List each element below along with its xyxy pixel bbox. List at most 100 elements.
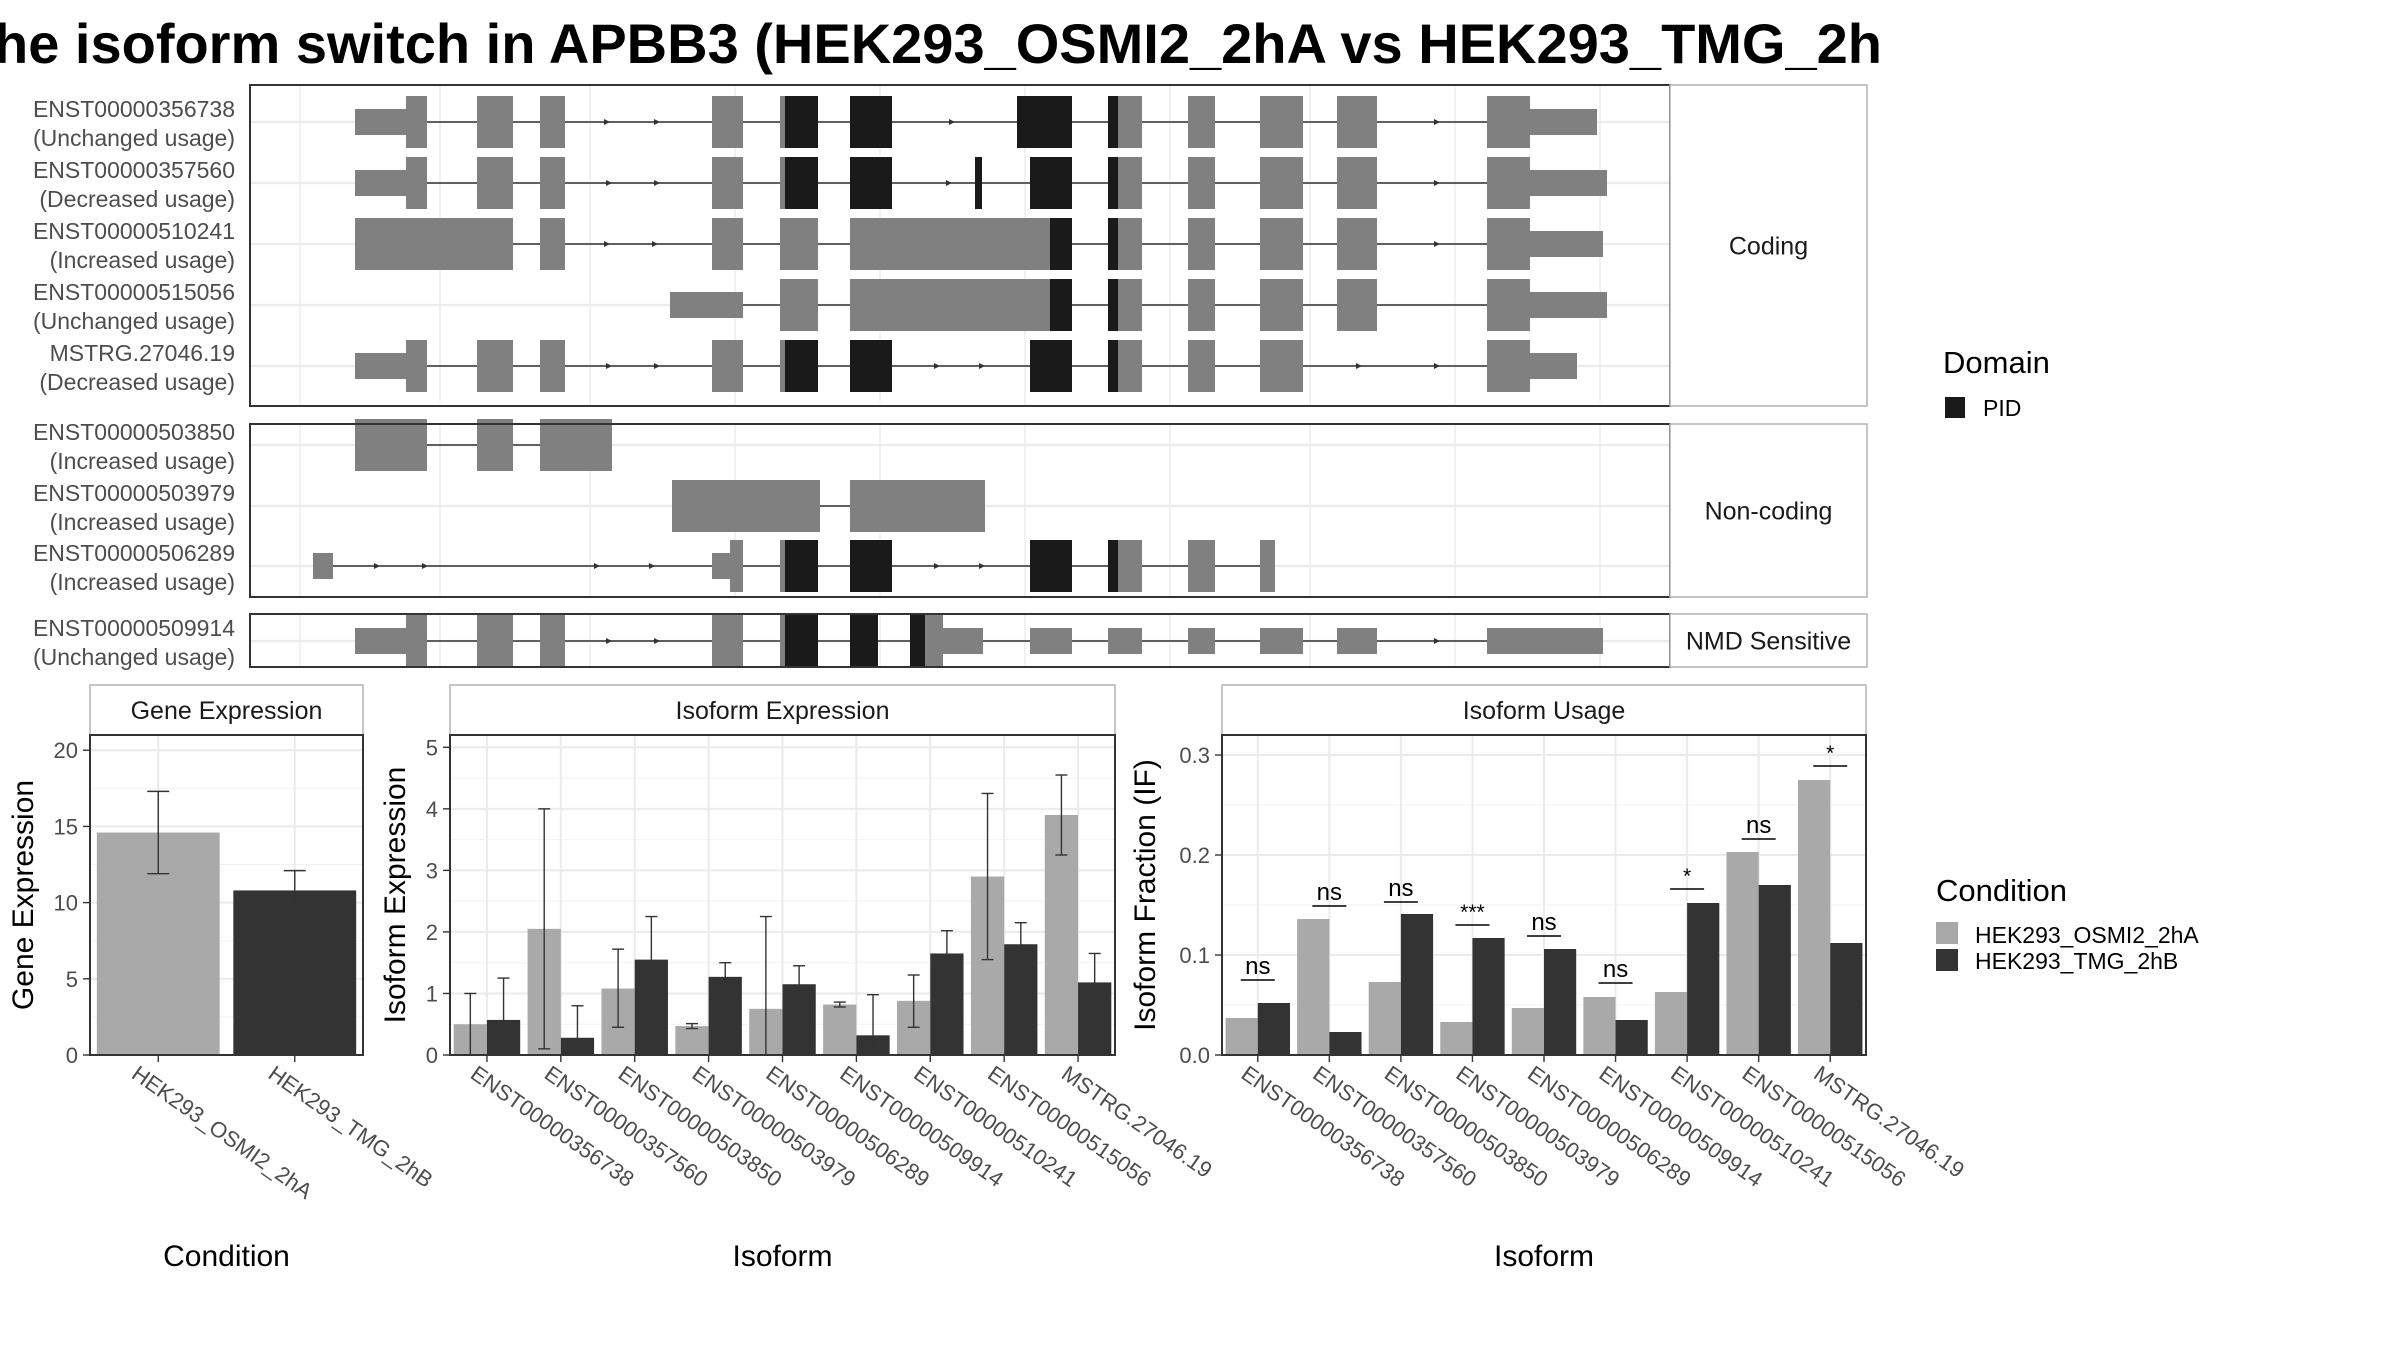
y-tick-label: 10: [54, 891, 78, 916]
strand-arrow: [652, 241, 658, 247]
bar: [1798, 780, 1831, 1055]
pid-domain: [1030, 340, 1072, 392]
exon: [1337, 157, 1377, 209]
bar: [1297, 919, 1330, 1055]
legends: Domain PID Condition HEK293_OSMI2_2hAHEK293…: [1936, 345, 2199, 974]
pid-domain: [785, 340, 818, 392]
chart-strip: [449, 684, 1116, 736]
pid-domain: [910, 615, 925, 667]
bar: [1368, 982, 1401, 1055]
transcript-id-label: ENST00000515056: [33, 279, 235, 305]
pid-domain: [785, 96, 818, 148]
exon: [1188, 279, 1215, 331]
exon: [712, 96, 743, 148]
y-tick-label: 0.0: [1179, 1043, 1210, 1068]
strand-arrow: [604, 241, 610, 247]
exon: [355, 109, 406, 135]
pid-domain: [1017, 96, 1072, 148]
x-axis-title: Isoform: [1494, 1240, 1594, 1273]
facet-strip: [1669, 423, 1868, 598]
transcript-id-label: ENST00000509914: [33, 615, 235, 641]
legend-key-pid: [1945, 397, 1965, 418]
legend-key-condition-b: [1936, 949, 1958, 971]
exon: [1487, 157, 1530, 209]
exon: [850, 480, 985, 532]
figure-title: he isoform switch in APBB3 (HEK293_OSMI2…: [0, 12, 1884, 75]
exon: [1260, 96, 1303, 148]
facet-strip-label: NMD Sensitive: [1686, 628, 1851, 656]
strand-arrow: [934, 563, 940, 569]
isoform-expression-chart: Isoform Expression012345ENST00000356738E…: [379, 684, 1217, 1273]
facet-strip: [1669, 84, 1868, 407]
legend-key-condition-a: [1936, 922, 1958, 944]
bar: [1830, 943, 1863, 1055]
exon: [780, 218, 818, 270]
strand-arrow: [1434, 180, 1440, 186]
exon: [477, 340, 513, 392]
plot-border: [89, 734, 364, 1056]
significance-label: ns: [1245, 953, 1270, 980]
transcript-usage-label: (Unchanged usage): [33, 644, 235, 670]
pid-domain: [785, 157, 818, 209]
exon: [1337, 96, 1377, 148]
strand-arrow: [654, 119, 660, 125]
chart-title: Gene Expression: [131, 697, 323, 725]
strand-arrow: [946, 180, 952, 186]
transcript-usage-label: (Increased usage): [50, 247, 235, 273]
strand-arrow: [606, 363, 612, 369]
y-tick-label: 3: [426, 858, 438, 883]
exon: [712, 218, 743, 270]
exon: [477, 419, 513, 471]
exon: [1108, 628, 1142, 654]
exon: [355, 628, 406, 654]
significance-label: ns: [1603, 956, 1628, 983]
exon: [540, 419, 612, 471]
exon: [406, 340, 427, 392]
exon: [1337, 218, 1377, 270]
exon: [1487, 628, 1603, 654]
exon: [355, 218, 513, 270]
pid-domain: [1108, 218, 1118, 270]
chart-title: Isoform Expression: [676, 697, 890, 725]
strand-arrow: [374, 563, 380, 569]
exon: [712, 157, 743, 209]
pid-domain: [1050, 218, 1072, 270]
transcript-usage-label: (Increased usage): [50, 569, 235, 595]
bar: [1400, 914, 1434, 1055]
transcript-usage-label: (Unchanged usage): [33, 308, 235, 334]
pid-domain: [850, 340, 892, 392]
exon: [712, 340, 743, 392]
exon: [850, 218, 1072, 270]
strand-arrow: [979, 363, 985, 369]
bar: [1511, 1008, 1544, 1055]
y-axis-title: Isoform Fraction (IF): [1129, 759, 1162, 1031]
pid-domain: [1108, 157, 1118, 209]
bar: [1654, 992, 1688, 1055]
exon: [712, 553, 730, 579]
y-tick-label: 1: [426, 981, 438, 1006]
strand-arrow: [1434, 363, 1440, 369]
exon: [1188, 540, 1215, 592]
exon: [925, 615, 943, 667]
transcript-usage-label: (Decreased usage): [39, 186, 235, 212]
facet-strip-label: Non-coding: [1705, 498, 1833, 526]
domain-legend-title: Domain: [1943, 345, 2050, 380]
transcript-id-label: ENST00000506289: [33, 540, 235, 566]
bar: [675, 1026, 709, 1055]
bar: [233, 890, 357, 1055]
strand-arrow: [606, 180, 612, 186]
exon: [1122, 540, 1142, 592]
exon: [1260, 540, 1275, 592]
pid-domain: [1108, 279, 1118, 331]
exon: [406, 157, 427, 209]
exon: [1122, 279, 1142, 331]
exon: [1337, 628, 1377, 654]
exon: [1260, 279, 1303, 331]
chart-title: Isoform Usage: [1463, 697, 1626, 725]
exon: [780, 279, 818, 331]
significance-label: ns: [1746, 812, 1771, 839]
exon: [477, 615, 513, 667]
strand-arrow: [654, 363, 660, 369]
bar: [1544, 949, 1577, 1055]
exon: [1122, 340, 1142, 392]
